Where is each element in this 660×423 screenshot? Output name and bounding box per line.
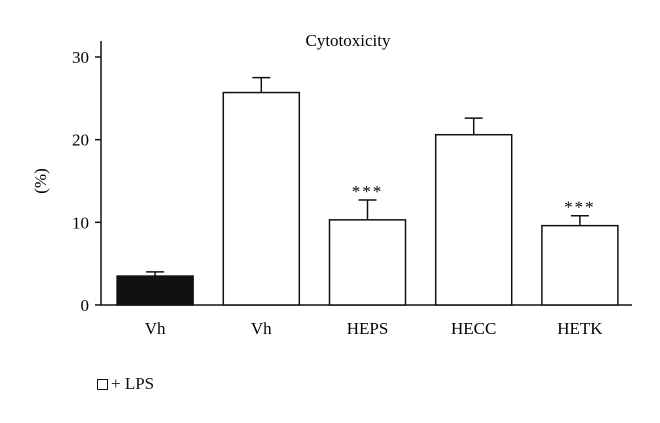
y-ticks: 0 10 20 30 — [72, 48, 101, 315]
y-tick-label: 0 — [81, 296, 90, 315]
category-label: HECC — [451, 319, 496, 338]
legend-label: + LPS — [111, 374, 155, 393]
category-label: HETK — [557, 319, 603, 338]
significance-marker: *** — [352, 182, 384, 201]
category-label: HEPS — [347, 319, 389, 338]
bar — [434, 133, 513, 306]
y-tick-label: 10 — [72, 213, 89, 232]
category-labels: Vh Vh HEPS HECC HETK — [145, 319, 604, 338]
legend: + LPS — [97, 374, 154, 394]
legend-swatch — [97, 378, 108, 390]
chart-title: Cytotoxicity — [306, 31, 392, 50]
category-label: Vh — [145, 319, 166, 338]
bar — [116, 275, 194, 306]
bars: *** *** — [116, 76, 619, 306]
category-label: Vh — [251, 319, 272, 338]
bar — [222, 91, 301, 306]
y-tick-label: 30 — [72, 48, 89, 67]
significance-marker: *** — [564, 198, 596, 217]
bar — [328, 219, 407, 306]
y-tick-label: 20 — [72, 131, 89, 150]
y-axis-label: (%) — [31, 168, 50, 193]
bar — [541, 224, 619, 306]
